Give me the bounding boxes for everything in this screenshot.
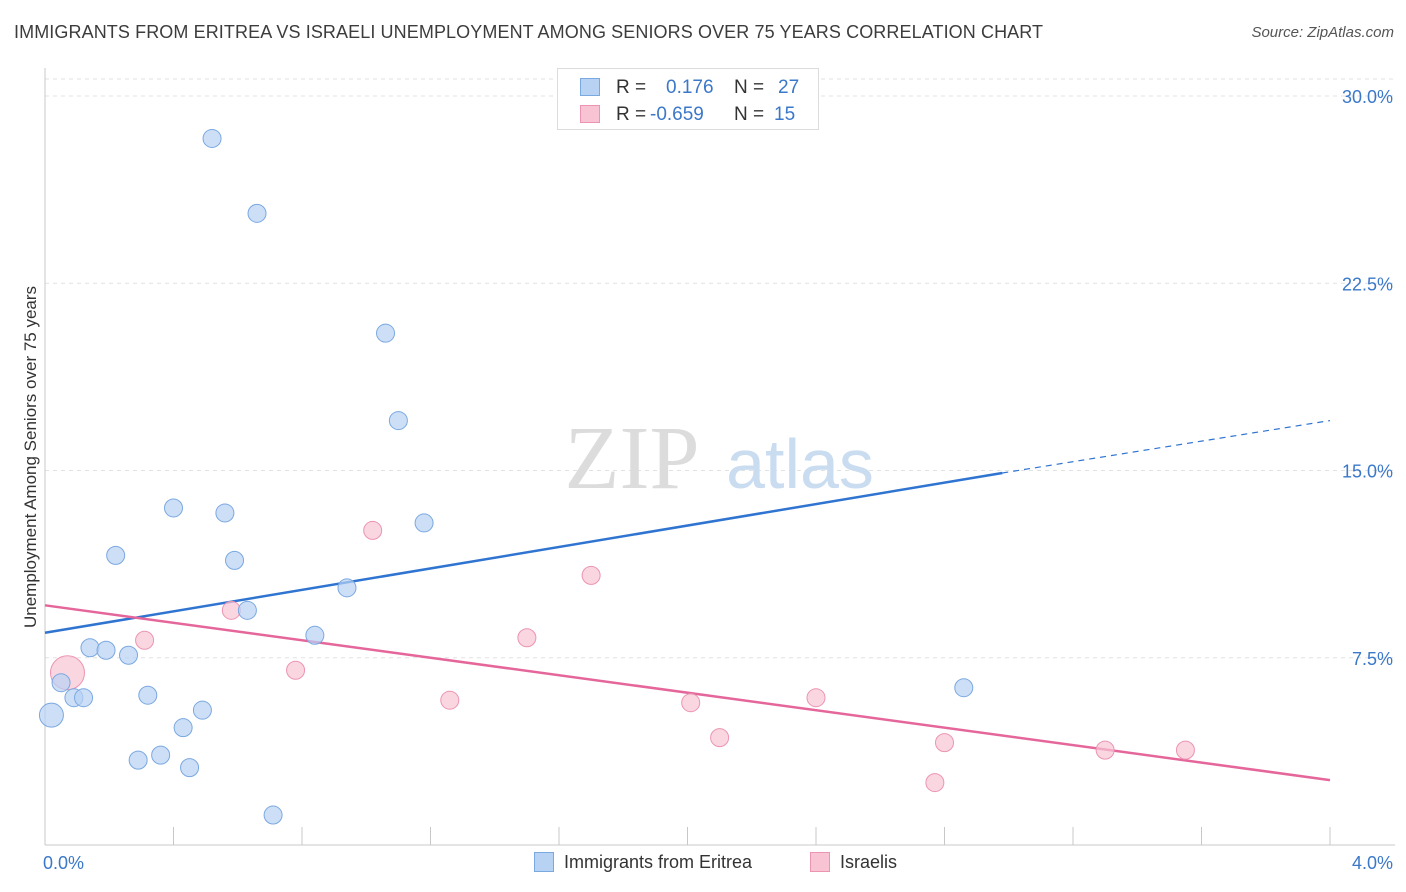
y-tick-label: 30.0% [1342, 87, 1393, 107]
point-israelis [925, 773, 945, 793]
chart-title: IMMIGRANTS FROM ERITREA VS ISRAELI UNEMP… [14, 22, 1044, 42]
legend-label-israelis: Israelis [840, 852, 898, 872]
legend-label-eritrea: Immigrants from Eritrea [564, 852, 753, 872]
point-eritrea [151, 745, 171, 765]
point-israelis [135, 630, 155, 650]
tick-labels: 7.5% 15.0% 22.5% 30.0% 0.0% 4.0% [43, 87, 1393, 873]
point-eritrea [225, 550, 245, 570]
legend-swatch-blue [534, 852, 554, 872]
watermark-atlas: atlas [726, 425, 874, 503]
point-eritrea [74, 688, 94, 708]
point-eritrea [138, 685, 158, 705]
point-eritrea [119, 645, 139, 665]
watermark-zip: ZIP [565, 409, 700, 508]
point-israelis [581, 565, 601, 585]
y-tick-label: 22.5% [1342, 274, 1393, 294]
legend-n-value: 27 [778, 77, 800, 98]
point-israelis [681, 693, 701, 713]
series-legend: Immigrants from Eritrea Israelis [0, 852, 1406, 878]
point-eritrea [263, 805, 283, 825]
y-tick-label: 7.5% [1352, 649, 1393, 669]
stats-legend: R = 0.176 N = 27 R = -0.659 N = 15 [557, 68, 819, 130]
point-israelis [363, 520, 383, 540]
point-israelis [1095, 740, 1115, 760]
source-text: Source: ZipAtlas.com [1251, 24, 1394, 41]
point-eritrea [954, 678, 974, 698]
trend-line-eritrea-extension [1002, 419, 1331, 474]
point-eritrea [128, 750, 148, 770]
grid-lines [45, 78, 1395, 659]
legend-r-value: -0.659 [650, 104, 704, 125]
point-eritrea [215, 503, 235, 523]
point-israelis [1175, 740, 1195, 760]
legend-swatch-pink [810, 852, 830, 872]
legend-r-value: 0.176 [666, 77, 714, 98]
legend-n-label: N = [734, 77, 765, 98]
legend-item-israelis[interactable]: Israelis [810, 852, 897, 873]
legend-item-eritrea[interactable]: Immigrants from Eritrea [534, 852, 752, 873]
point-israelis [517, 628, 537, 648]
legend-n-label: N = [734, 104, 765, 125]
point-eritrea [305, 625, 325, 645]
axes [44, 68, 1395, 846]
point-israelis [806, 688, 826, 708]
legend-r-label: R = [616, 77, 647, 98]
point-eritrea [96, 640, 116, 660]
legend-swatch-pink [580, 105, 600, 123]
point-israelis [935, 733, 954, 753]
point-israelis [221, 600, 241, 620]
point-eritrea [80, 638, 100, 658]
legend-swatch-blue [580, 78, 600, 96]
point-eritrea [173, 718, 193, 738]
point-eritrea [414, 513, 434, 533]
trend-lines [44, 419, 1331, 782]
trend-line-eritrea [44, 471, 1003, 635]
point-eritrea [388, 411, 408, 431]
x-tick-label: 4.0% [1352, 853, 1393, 873]
point-eritrea [202, 128, 222, 148]
point-eritrea [237, 600, 257, 620]
legend-r-label: R = [616, 104, 647, 125]
point-eritrea [180, 758, 200, 778]
point-israelis [710, 728, 730, 748]
y-tick-label: 15.0% [1342, 462, 1393, 482]
data-points [38, 128, 1195, 825]
point-eritrea [106, 545, 126, 565]
point-israelis [440, 690, 460, 710]
point-israelis [286, 660, 306, 680]
point-eritrea [247, 203, 267, 223]
point-eritrea [51, 673, 71, 693]
x-tick-label: 0.0% [43, 853, 84, 873]
point-eritrea [164, 498, 183, 518]
point-eritrea [337, 578, 357, 598]
point-eritrea [38, 702, 64, 728]
point-eritrea [376, 323, 396, 343]
trend-line-israelis [44, 604, 1331, 782]
legend-n-value: 15 [774, 104, 796, 125]
point-eritrea [192, 700, 212, 720]
